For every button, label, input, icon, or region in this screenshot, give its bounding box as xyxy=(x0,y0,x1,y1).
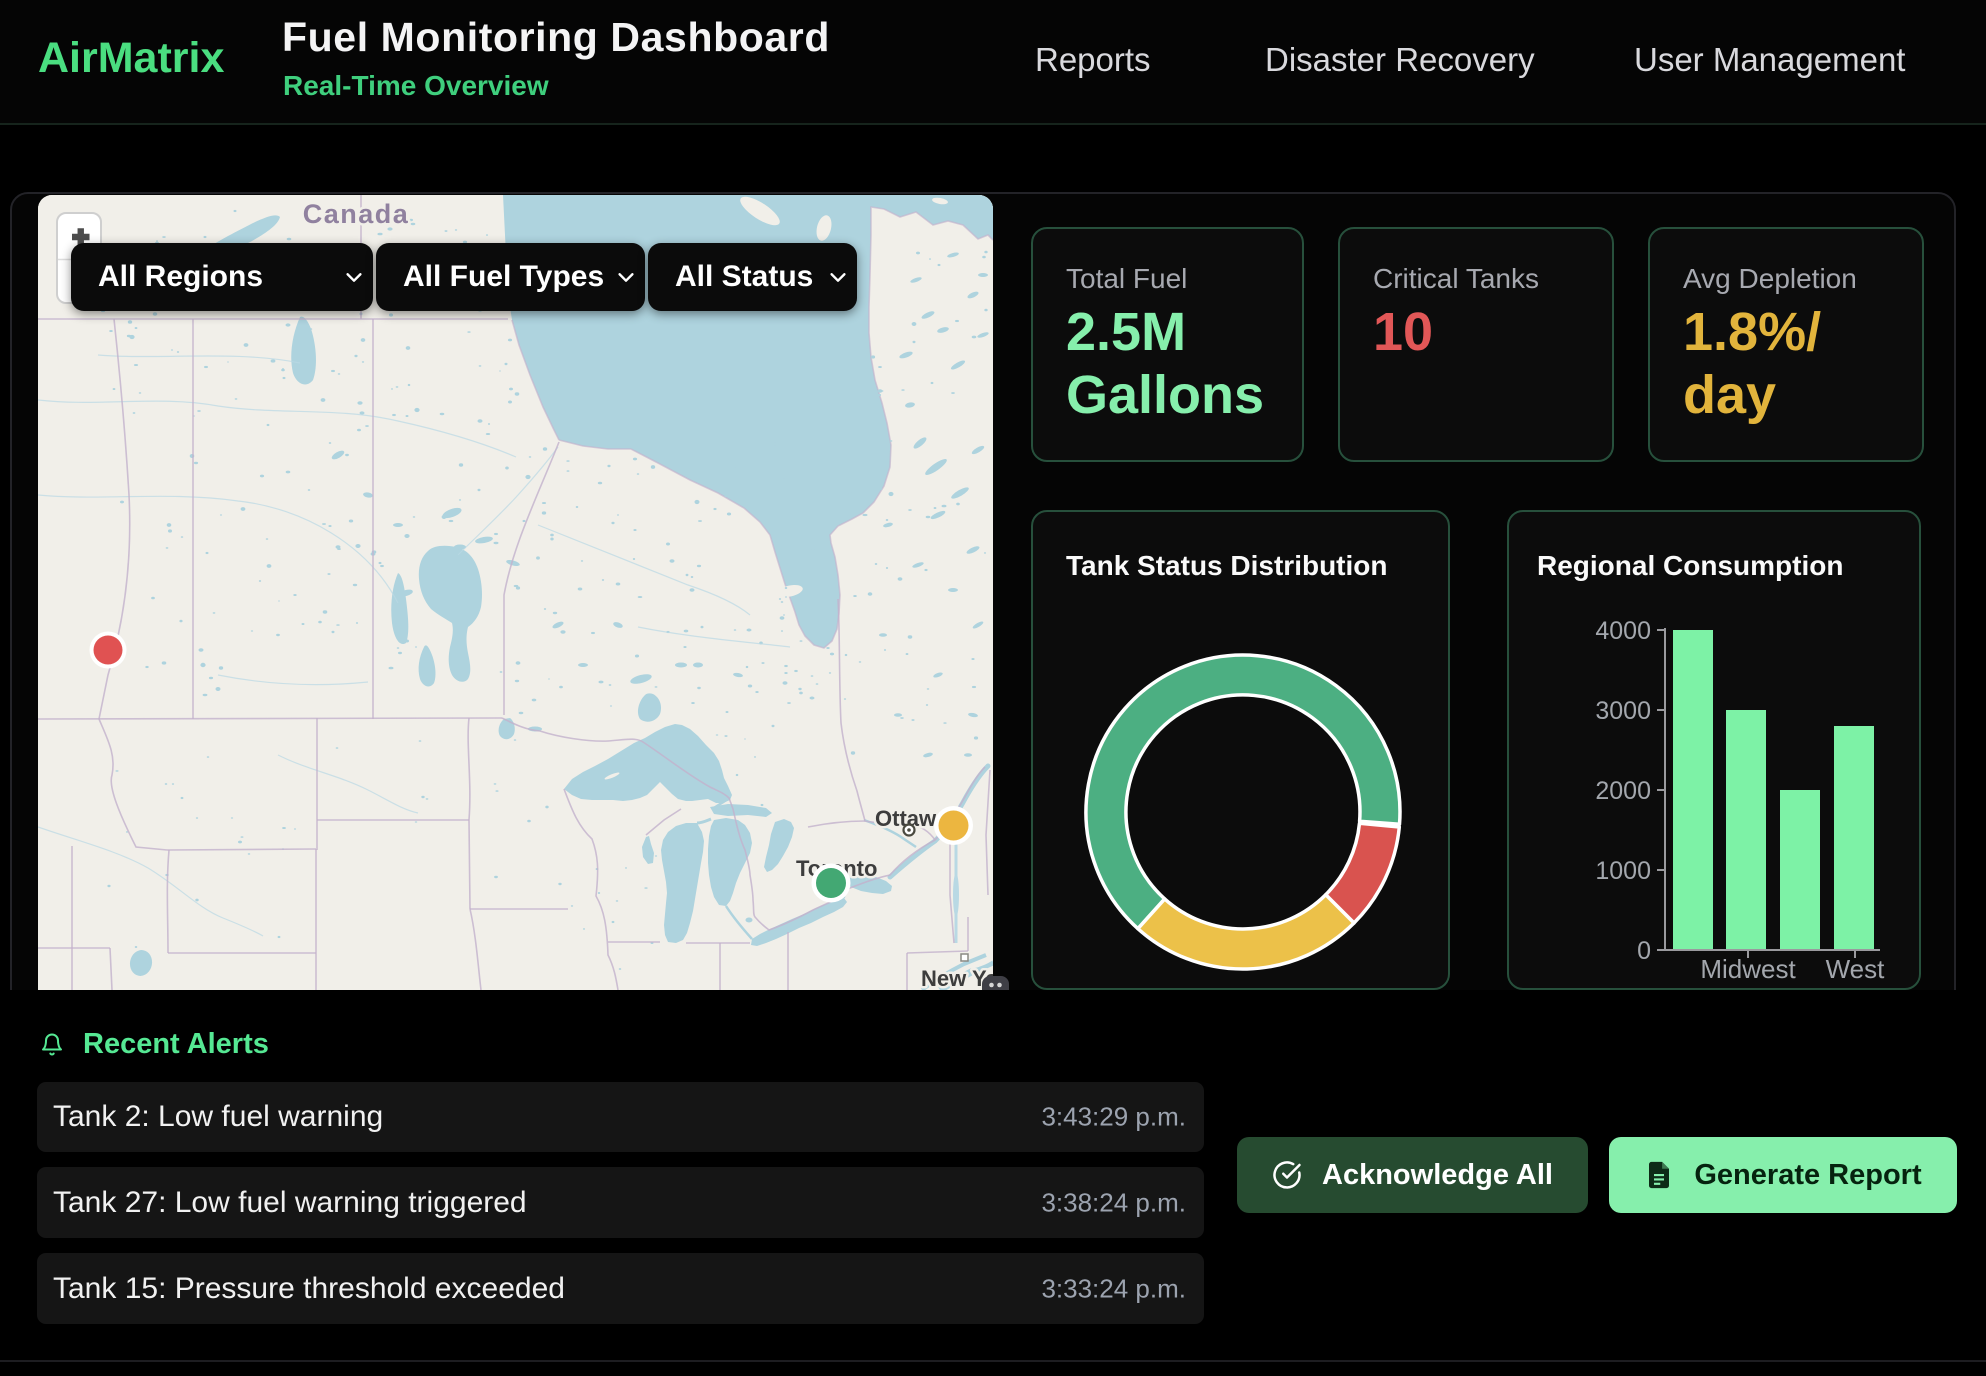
svg-text:Midwest: Midwest xyxy=(1700,954,1796,984)
svg-text:New York: New York xyxy=(921,966,993,990)
svg-text:West: West xyxy=(1826,954,1886,984)
svg-text:Canada: Canada xyxy=(303,199,410,229)
svg-text:0: 0 xyxy=(1637,937,1651,965)
svg-text:4000: 4000 xyxy=(1595,617,1651,645)
svg-text:1000: 1000 xyxy=(1595,857,1651,885)
svg-text:2000: 2000 xyxy=(1595,777,1651,805)
svg-text:3000: 3000 xyxy=(1595,697,1651,725)
